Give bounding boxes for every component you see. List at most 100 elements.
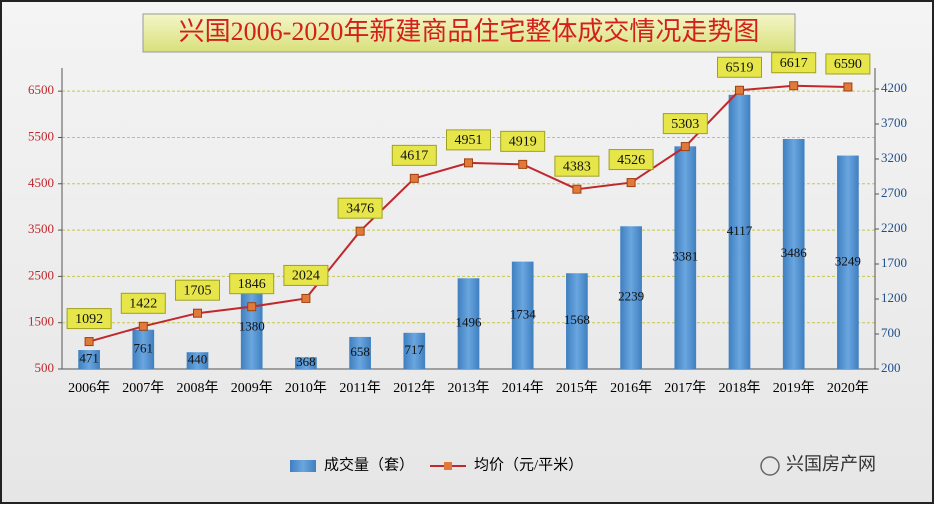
bar — [728, 94, 751, 369]
line-value-label: 4526 — [617, 153, 645, 168]
y2-tick-label: 700 — [881, 325, 901, 340]
line-marker — [247, 302, 257, 312]
value-label-box — [229, 273, 275, 295]
line-value-label: 1092 — [75, 312, 103, 327]
line-value-label: 6519 — [726, 60, 754, 75]
y-tick-label: 6500 — [28, 82, 54, 97]
bar — [132, 329, 155, 369]
bar-value-label: 4117 — [727, 223, 753, 238]
bar-value-label: 440 — [188, 352, 208, 367]
chart-title: 兴国2006-2020年新建商品住宅整体成交情况走势图 — [179, 17, 760, 46]
y2-tick-label: 1200 — [881, 290, 907, 305]
line-value-label: 6617 — [780, 56, 808, 71]
value-label-box — [66, 308, 112, 330]
bar — [186, 352, 209, 369]
bar-value-label: 658 — [350, 344, 370, 359]
line-value-label: 1422 — [129, 297, 157, 312]
value-label-box — [825, 53, 871, 75]
x-tick-label: 2016年 — [610, 380, 652, 396]
bar-value-label: 717 — [405, 342, 425, 357]
bar-value-label: 1734 — [510, 306, 537, 321]
legend-marker — [444, 462, 452, 470]
y2-tick-label: 200 — [881, 360, 901, 375]
bar-value-label: 1496 — [456, 315, 483, 330]
value-label-box — [771, 52, 817, 74]
line-marker — [84, 337, 94, 347]
x-tick-label: 2013年 — [448, 380, 490, 396]
x-tick-label: 2017年 — [664, 380, 706, 396]
bar-value-label: 471 — [79, 350, 99, 365]
legend-label: 成交量（套） — [324, 455, 414, 473]
bar — [295, 357, 317, 369]
x-tick-label: 2015年 — [556, 380, 598, 396]
bar — [457, 278, 480, 369]
bar-value-label: 3249 — [835, 253, 861, 268]
y-tick-label: 3500 — [28, 221, 54, 236]
line-value-label: 4617 — [400, 149, 428, 164]
bar — [620, 226, 642, 369]
line-marker — [626, 178, 636, 188]
bar-value-label: 761 — [134, 340, 154, 355]
y-tick-label: 5500 — [28, 128, 54, 143]
bar-value-label: 3381 — [672, 249, 698, 264]
y2-tick-label: 2200 — [881, 220, 907, 235]
y-tick-label: 500 — [35, 360, 55, 375]
x-tick-label: 2009年 — [231, 380, 273, 396]
value-label-box — [662, 113, 708, 135]
line-marker — [518, 159, 528, 169]
x-tick-label: 2019年 — [773, 380, 815, 396]
value-label-box — [446, 129, 491, 151]
value-label-box — [175, 279, 220, 301]
line-value-label: 5303 — [671, 117, 699, 132]
bar-value-label: 3486 — [781, 245, 808, 260]
line-marker — [572, 184, 582, 194]
bar — [674, 146, 697, 369]
line-value-label: 4919 — [509, 135, 537, 150]
y2-tick-label: 4200 — [881, 80, 907, 95]
x-tick-label: 2018年 — [719, 380, 761, 396]
x-tick-label: 2006年 — [68, 380, 110, 396]
bar — [349, 336, 371, 369]
bar-value-label: 1380 — [239, 319, 265, 334]
bar-value-label: 1568 — [564, 312, 590, 327]
value-label-box — [500, 130, 546, 152]
bar-value-label: 2239 — [618, 289, 644, 304]
bar — [78, 350, 100, 369]
line-value-label: 1705 — [184, 283, 212, 298]
value-label-box — [120, 292, 166, 314]
bar — [511, 261, 534, 369]
value-label-box — [608, 149, 654, 171]
y-tick-label: 1500 — [28, 314, 54, 329]
y2-tick-label: 3700 — [881, 115, 907, 130]
line-value-label: 1846 — [238, 277, 266, 292]
x-tick-label: 2014年 — [502, 380, 544, 396]
line-marker — [735, 85, 744, 95]
line-value-label: 4383 — [563, 159, 591, 174]
line-marker — [301, 293, 311, 303]
y2-tick-label: 1700 — [881, 255, 907, 270]
value-label-box — [337, 197, 383, 219]
bar — [403, 332, 426, 369]
line-marker — [355, 226, 365, 236]
line-value-label: 2024 — [292, 269, 320, 284]
x-tick-label: 2011年 — [339, 380, 380, 396]
line-marker — [843, 82, 853, 92]
legend-label: 均价（元/平米） — [474, 456, 583, 473]
bar — [566, 273, 588, 369]
bar-value-label: 368 — [296, 354, 316, 369]
y-tick-label: 2500 — [28, 267, 54, 282]
line-marker — [789, 81, 799, 91]
y2-tick-label: 2700 — [881, 185, 907, 200]
line-marker — [138, 321, 148, 331]
bar — [782, 138, 805, 369]
line-marker — [464, 158, 473, 168]
x-tick-label: 2012年 — [393, 380, 435, 396]
bar — [837, 155, 859, 369]
value-label-box — [283, 264, 329, 286]
value-label-box — [717, 56, 762, 78]
x-tick-label: 2010年 — [285, 380, 327, 396]
line-value-label: 6590 — [834, 57, 862, 72]
watermark-icon — [760, 456, 780, 476]
